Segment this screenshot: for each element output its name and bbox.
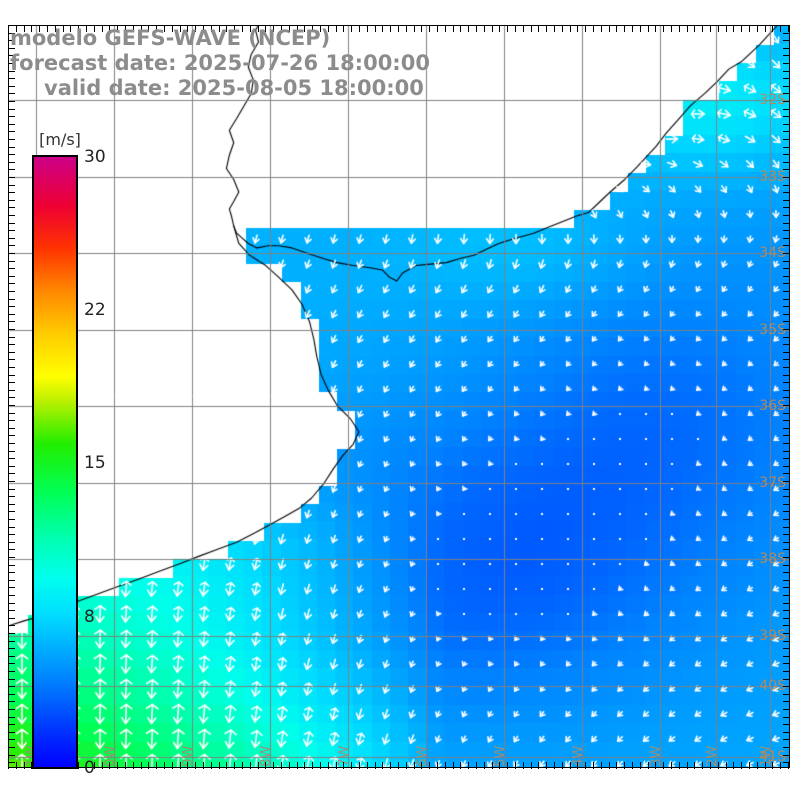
lon-label-58W: 58W <box>259 745 274 768</box>
lat-label-33S: 33S <box>759 169 786 185</box>
lat-label-40S: 40S <box>759 678 786 694</box>
colorbar-tick-15: 15 <box>84 453 106 473</box>
colorbar-gradient <box>32 155 78 769</box>
lon-label-59W: 59W <box>181 745 196 768</box>
lon-label-53W: 53W <box>649 745 664 768</box>
colorbar-tick-22: 22 <box>84 300 106 320</box>
colorbar[interactable] <box>32 155 78 769</box>
lat-label-34S: 34S <box>759 245 786 261</box>
lon-label-57W: 57W <box>337 745 352 768</box>
colorbar-unit-label: [m/s] <box>39 130 81 149</box>
lat-label-37S: 37S <box>759 475 786 491</box>
colorbar-tick-8: 8 <box>84 607 95 627</box>
lon-label-54W: 54W <box>571 745 586 768</box>
colorbar-tick-30: 30 <box>84 147 106 167</box>
lon-label-56W: 56W <box>415 745 430 768</box>
lat-label-36S: 36S <box>759 398 786 414</box>
lat-label-41S: 41S <box>759 749 786 765</box>
map-plot-area[interactable]: 61W60W59W58W57W56W55W54W53W52W51W32S33S3… <box>8 25 790 768</box>
lat-label-35S: 35S <box>759 322 786 338</box>
colorbar-tick-0: 0 <box>84 758 95 778</box>
lon-label-60W: 60W <box>103 745 118 768</box>
lat-label-39S: 39S <box>759 628 786 644</box>
lon-label-52W: 52W <box>705 745 720 768</box>
lat-label-32S: 32S <box>759 92 786 108</box>
lon-label-55W: 55W <box>493 745 508 768</box>
map-gridlines <box>8 25 790 768</box>
lat-label-38S: 38S <box>759 551 786 567</box>
